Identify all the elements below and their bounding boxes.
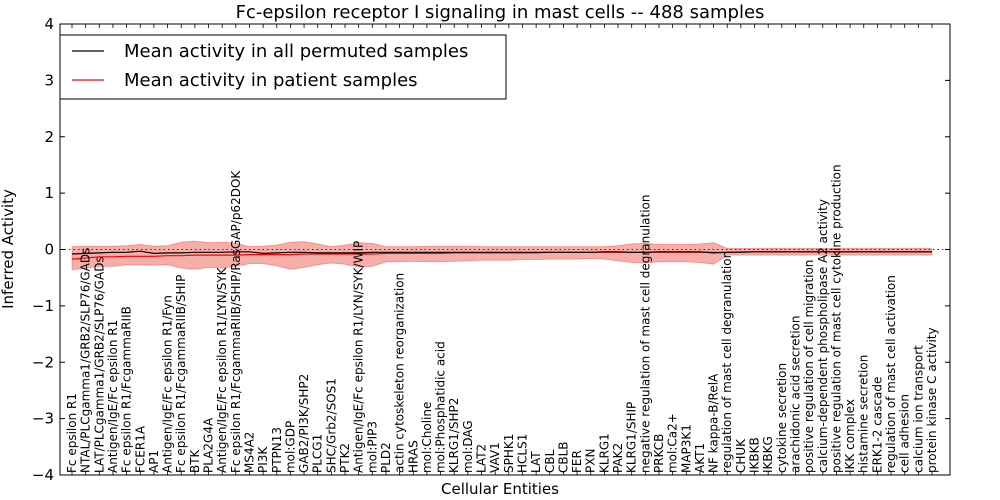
x-tick-label: AKT1: [693, 443, 707, 473]
x-tick-label: Fc epsilon R1/FcgammaRIIB/SHIP/RasGAP/p6…: [229, 170, 243, 473]
x-tick-label: protein kinase C activity: [925, 327, 939, 473]
legend-patient-label: Mean activity in patient samples: [124, 70, 418, 91]
x-tick-label: PRKCB: [652, 434, 666, 473]
x-tick-label: histamine secretion: [857, 355, 871, 473]
x-tick-label: actin cytoskeleton reorganization: [393, 273, 407, 473]
y-tick-label: 3: [44, 71, 54, 89]
x-tick-label: KLRG1: [597, 433, 611, 473]
x-tick-label: mol:PIP3: [365, 421, 379, 473]
x-tick-label: PTK2: [338, 443, 352, 473]
plot-area: −4 −3 −2 −1 0 1 2 3 4 Fc epsilon R1 NTAL/PLCgamma1…: [32, 15, 951, 484]
legend-permuted-label: Mean activity in all permuted samples: [124, 41, 468, 62]
legend-box: [59, 34, 507, 100]
x-tick-label: ERK1-2 cascade: [870, 377, 884, 473]
x-tick-label: IKBKG: [761, 436, 775, 473]
x-tick-label: KLRG1/SHIP: [625, 402, 639, 473]
x-tick-label: NTAL/PLCgamma1/GRB2/SLP76/GADs: [79, 248, 93, 473]
y-tick-label: −3: [32, 410, 54, 428]
x-tick-label: HCLS1: [515, 434, 529, 473]
x-tick-label: mol:DAG: [461, 420, 475, 473]
x-tick-label: regulation of mast cell degranulation: [720, 251, 734, 473]
x-tick-label: Antigen/IgE/Fc epsilon R1/Fyn: [161, 295, 175, 473]
x-tick-label: Fc epsilon R1: [65, 393, 79, 473]
x-axis-label: Cellular Entities: [441, 480, 559, 498]
x-tick-label: VAV1: [488, 442, 502, 473]
y-tick-label: 1: [44, 184, 54, 202]
x-tick-label: negative regulation of mast cell degranu…: [638, 194, 652, 473]
x-tick-label: CBL: [543, 449, 557, 473]
x-tick-label: arachidonic acid secretion: [788, 316, 802, 473]
x-tick-label: GAB2/PI3K/SHP2: [297, 374, 311, 473]
x-tick-label: mol:Phosphatidic acid: [434, 341, 448, 473]
x-tick-label: mol:Choline: [420, 402, 434, 473]
x-tick-label: regulation of mast cell activation: [884, 275, 898, 473]
variability-band: [71, 240, 933, 271]
x-tick-label: calcium ion transport: [911, 345, 925, 473]
y-tick-label: 0: [44, 241, 54, 259]
x-tick-label: cell adhesion: [898, 394, 912, 473]
y-tick-label: −4: [32, 466, 54, 484]
x-tick-label: PLCG1: [311, 434, 325, 473]
x-tick-label: PLA2G4A: [202, 417, 216, 473]
x-tick-label: IKBKB: [748, 437, 762, 473]
y-tick-label: 4: [44, 15, 54, 33]
x-tick-label: Antigen/IgE/Fc epsilon R1/LYN/SYK: [215, 266, 229, 473]
x-tick-label: mol:Ca2+: [666, 413, 680, 473]
x-tick-label: positive regulation of mast cell cytokin…: [829, 164, 843, 473]
y-tick-label: 2: [44, 128, 54, 146]
x-tick-label: Antigen/IgE/Fc epsilon R1: [106, 320, 120, 473]
x-tick-label: PTPN13: [270, 427, 284, 473]
x-tick-label: cytokine secretion: [775, 363, 789, 473]
x-tick-label: BTK: [188, 448, 202, 473]
x-tick-label: MS4A2: [242, 432, 256, 473]
x-tick-label: mol:GDP: [283, 421, 297, 473]
x-tick-label: PXN: [584, 449, 598, 473]
series-permuted-line: [71, 250, 932, 255]
x-tick-label: LAT2: [475, 444, 489, 473]
x-tick-label: AP1: [147, 450, 161, 473]
x-tick-label: Antigen/IgE/Fc epsilon R1/LYN/SYK/WIP: [352, 241, 366, 473]
x-tick-label: Fc epsilon R1/FcgammaRIIB/SHIP: [174, 275, 188, 473]
x-tick-label: LAT/PLCgamma1/GRB2/SLP76/GADs: [92, 256, 106, 473]
x-tick-label: PLD2: [379, 442, 393, 473]
x-tick-label: MAP3K1: [679, 424, 693, 473]
axes-frame: [59, 23, 951, 476]
x-tick-label: KLRG1/SHP2: [447, 398, 461, 473]
chart-title: Fc-epsilon receptor I signaling in mast …: [236, 2, 765, 23]
x-tick-label: PI3K: [256, 446, 270, 473]
x-tick-label: CHUK: [734, 438, 748, 473]
x-tick-label: HRAS: [406, 440, 420, 473]
x-tick-label: positive regulation of cell migration: [802, 260, 816, 473]
x-tick-label: Fc epsilon R1/FcgammaRIIB: [120, 306, 134, 473]
x-tick-label: IKK complex: [843, 399, 857, 473]
x-tick-label: LAT: [529, 451, 543, 473]
x-tick-label: calcium-dependent phospholipase A2 activ…: [816, 199, 830, 473]
legend: Mean activity in all permuted samples Me…: [59, 34, 507, 100]
y-tick-label: −1: [32, 297, 54, 315]
y-axis-label: Inferred Activity: [0, 189, 17, 309]
x-tick-label: FER: [570, 450, 584, 473]
x-tick-label: SHC/Grb2/SOS1: [324, 378, 338, 473]
x-tick-label: SPHK1: [502, 434, 516, 473]
x-tick-label: PAK2: [611, 443, 625, 473]
x-tick-label: CBLB: [556, 441, 570, 473]
y-tick-label: −2: [32, 353, 54, 371]
x-tick-label: NF kappa-B/RelA: [707, 373, 721, 473]
x-tick-label: FCER1A: [133, 425, 147, 473]
